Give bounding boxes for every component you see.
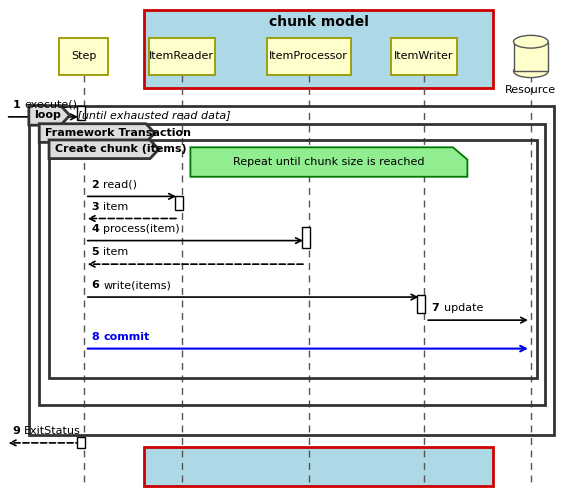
Bar <box>77 437 84 448</box>
Text: write(items): write(items) <box>103 280 171 290</box>
Polygon shape <box>49 140 159 159</box>
Text: Create chunk (items): Create chunk (items) <box>55 144 186 154</box>
Text: item: item <box>103 247 129 257</box>
FancyBboxPatch shape <box>149 38 215 75</box>
FancyBboxPatch shape <box>59 38 108 75</box>
Ellipse shape <box>514 35 548 48</box>
Text: 6: 6 <box>92 280 103 290</box>
Text: commit: commit <box>103 332 149 342</box>
Polygon shape <box>190 147 467 177</box>
Text: read(): read() <box>103 180 137 190</box>
Text: 5: 5 <box>92 247 103 257</box>
Text: 9: 9 <box>13 426 24 436</box>
Text: 2: 2 <box>92 180 103 190</box>
Text: item: item <box>103 202 129 212</box>
Text: loop: loop <box>35 110 62 120</box>
FancyBboxPatch shape <box>144 447 493 486</box>
Text: 1: 1 <box>13 100 24 110</box>
Text: ExitStatus: ExitStatus <box>24 426 81 436</box>
Text: 8: 8 <box>92 332 103 342</box>
Bar <box>302 227 310 248</box>
FancyBboxPatch shape <box>267 38 351 75</box>
Bar <box>417 295 425 313</box>
FancyBboxPatch shape <box>144 10 493 88</box>
Text: update: update <box>444 303 483 313</box>
Text: ItemReader: ItemReader <box>149 52 214 61</box>
Ellipse shape <box>514 65 548 78</box>
Text: execute(): execute() <box>24 100 77 110</box>
Text: ItemWriter: ItemWriter <box>394 52 454 61</box>
Polygon shape <box>29 106 70 125</box>
FancyBboxPatch shape <box>391 38 457 75</box>
Bar <box>175 196 182 210</box>
Text: 4: 4 <box>92 224 103 234</box>
Text: 3: 3 <box>92 202 103 212</box>
Text: Framework Transaction: Framework Transaction <box>45 128 191 138</box>
Bar <box>77 106 84 120</box>
Text: ItemProcessor: ItemProcessor <box>269 52 348 61</box>
Text: 7: 7 <box>432 303 444 313</box>
Text: process(item): process(item) <box>103 224 180 234</box>
Text: chunk model: chunk model <box>269 15 369 29</box>
Text: Resource: Resource <box>505 85 556 95</box>
Text: [until exhausted read data]: [until exhausted read data] <box>74 110 231 120</box>
Bar <box>514 42 548 71</box>
Polygon shape <box>39 124 155 142</box>
Text: Repeat until chunk size is reached: Repeat until chunk size is reached <box>233 157 425 167</box>
Text: Step: Step <box>71 52 96 61</box>
